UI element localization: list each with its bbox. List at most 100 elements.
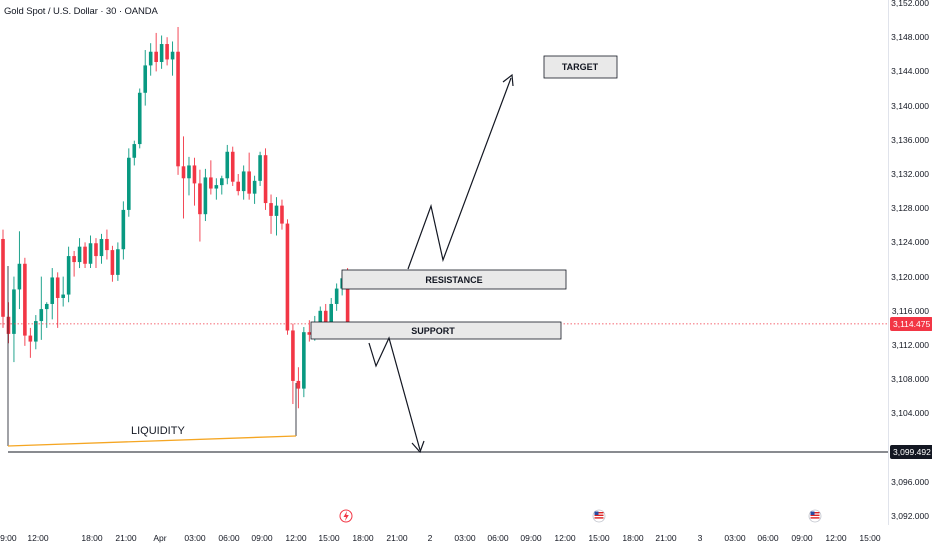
price-chart[interactable]: LIQUIDITY RESISTANCE SUPPORT TARGET xyxy=(0,0,888,525)
candle-body xyxy=(159,44,164,62)
candle xyxy=(302,327,306,398)
candle xyxy=(61,276,65,307)
candle xyxy=(274,197,279,236)
candle-body xyxy=(77,246,82,263)
liquidity-sweep-line[interactable] xyxy=(7,435,297,447)
candle xyxy=(214,178,219,200)
flash-event-icon[interactable] xyxy=(339,509,353,523)
candle-body xyxy=(66,256,71,295)
candle-body xyxy=(258,155,262,181)
candle xyxy=(50,268,55,320)
candle xyxy=(105,229,109,260)
bearish-path[interactable] xyxy=(368,336,421,451)
candle xyxy=(34,315,38,350)
candle xyxy=(203,168,208,222)
candle-body xyxy=(176,51,180,167)
time-tick-label: 09:00 xyxy=(791,533,813,543)
time-scale[interactable]: 09:00 12:00 18:00 21:00 Apr 03:00 06:00 09:00 12… xyxy=(0,525,888,550)
candle-body xyxy=(132,144,137,158)
candle xyxy=(66,246,71,303)
candle xyxy=(94,238,98,269)
price-tick-label: 3,096.000 xyxy=(891,476,929,487)
candle xyxy=(72,250,76,277)
time-tick-label: 18:00 xyxy=(81,533,103,543)
candle xyxy=(6,302,11,344)
time-tick-label: 15:00 xyxy=(859,533,881,543)
candle xyxy=(55,272,60,328)
time-tick-label: 15:00 xyxy=(588,533,610,543)
time-tick-label: 21:00 xyxy=(115,533,137,543)
time-tick-label: 12:00 xyxy=(554,533,576,543)
price-tick-label: 3,136.000 xyxy=(891,134,929,145)
candle xyxy=(307,320,312,342)
candle-body xyxy=(225,151,230,179)
price-tick-label: 3,092.000 xyxy=(891,511,929,521)
resistance-zone[interactable] xyxy=(341,269,567,290)
time-tick-label: 09:00 xyxy=(0,533,17,543)
candle-body xyxy=(209,177,213,189)
candle xyxy=(230,146,235,186)
candle-body xyxy=(318,310,323,324)
candle-body xyxy=(220,178,224,186)
candle-body xyxy=(296,380,301,389)
candle xyxy=(148,43,153,76)
price-tick-label: 3,144.000 xyxy=(891,66,929,77)
candle xyxy=(225,144,230,185)
candle-body xyxy=(110,250,115,275)
candle-body xyxy=(329,303,333,328)
candle-body xyxy=(28,335,33,342)
candle xyxy=(241,165,246,200)
candle xyxy=(154,32,158,72)
candle-body xyxy=(83,246,87,264)
time-tick-label: Apr xyxy=(153,533,167,543)
candle xyxy=(28,327,33,358)
us-flag-icon[interactable] xyxy=(808,509,822,523)
candle-body xyxy=(323,310,328,328)
candle-body xyxy=(181,166,186,179)
time-tick-label: 06:00 xyxy=(487,533,509,543)
candle xyxy=(269,194,273,234)
bullish-path[interactable] xyxy=(407,77,512,270)
support-zone[interactable] xyxy=(310,321,562,340)
candle xyxy=(170,41,175,76)
bullish-arrowhead xyxy=(502,73,514,87)
chart-area[interactable]: LIQUIDITY RESISTANCE SUPPORT TARGET xyxy=(0,0,888,525)
candle-body xyxy=(99,238,104,257)
candle-body xyxy=(148,51,153,66)
candle-body xyxy=(203,177,208,215)
time-tick-label: 03:00 xyxy=(454,533,476,543)
time-tick-label: 09:00 xyxy=(251,533,273,543)
candle xyxy=(220,175,224,195)
time-tick-label: 2 xyxy=(427,533,433,543)
price-scale[interactable]: 3,152.000 3,148.000 3,144.000 3,140.000 3,13… xyxy=(888,0,932,525)
candle xyxy=(77,238,82,269)
candle xyxy=(252,175,257,204)
target-box[interactable] xyxy=(543,55,618,79)
candle xyxy=(127,148,131,217)
price-tick-label: 3,124.000 xyxy=(891,237,929,248)
price-tick-label: 3,116.000 xyxy=(891,305,929,316)
candle xyxy=(181,136,186,219)
candle-body xyxy=(285,223,290,331)
candle-body xyxy=(154,51,158,62)
candle xyxy=(39,276,44,340)
candle xyxy=(132,140,137,166)
price-tick-label: 3,104.000 xyxy=(891,408,929,419)
candle-body xyxy=(116,249,120,275)
candle-body xyxy=(137,92,142,145)
candle-body xyxy=(72,256,76,263)
candle-body xyxy=(198,183,202,215)
price-tick-label: 3,120.000 xyxy=(891,271,929,282)
time-tick-label: 18:00 xyxy=(352,533,374,543)
candle-body xyxy=(280,205,284,224)
candle-body xyxy=(50,277,55,304)
candle xyxy=(121,201,126,260)
candle-body xyxy=(34,321,38,342)
time-tick-label: 09:00 xyxy=(520,533,542,543)
candle xyxy=(291,323,295,404)
candle-body xyxy=(269,203,273,216)
us-flag-icon[interactable] xyxy=(592,509,606,523)
candle xyxy=(192,157,197,206)
candle-body xyxy=(192,165,197,184)
candle xyxy=(296,367,301,409)
